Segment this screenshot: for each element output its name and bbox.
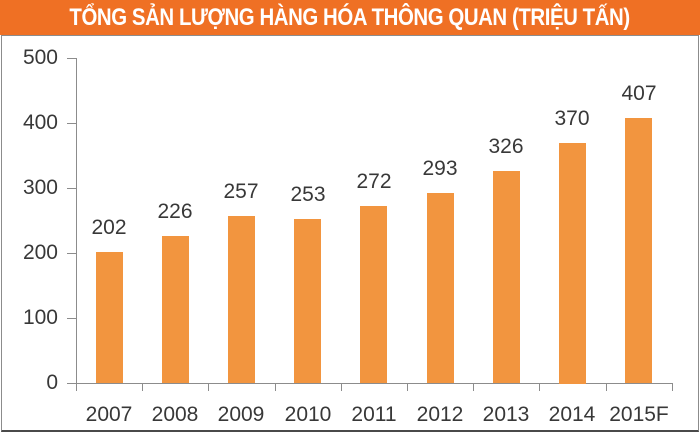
- y-axis-label: 200: [22, 241, 58, 264]
- x-tick: [208, 383, 209, 391]
- bar: [360, 206, 387, 383]
- x-axis-label: 2012: [416, 403, 464, 426]
- y-axis-label: 300: [22, 176, 58, 199]
- bar: [228, 216, 255, 383]
- y-tick: [67, 383, 76, 384]
- y-axis-label: 400: [22, 111, 58, 134]
- y-tick: [67, 188, 76, 189]
- x-tick: [407, 383, 408, 391]
- bar-value-label: 326: [488, 135, 524, 158]
- x-axis-label: 2009: [217, 403, 265, 426]
- chart-title-banner: TỔNG SẢN LƯỢNG HÀNG HÓA THÔNG QUAN (TRIỆ…: [0, 0, 700, 35]
- bar: [493, 171, 520, 383]
- x-tick: [275, 383, 276, 391]
- bar-value-label: 226: [157, 200, 193, 223]
- y-tick: [67, 58, 76, 59]
- x-tick: [672, 383, 673, 391]
- x-tick: [76, 383, 77, 391]
- x-axis-label: 2013: [482, 403, 530, 426]
- x-axis-label: 2010: [284, 403, 332, 426]
- bar-value-label: 407: [621, 82, 657, 105]
- x-axis-label: 2014: [548, 403, 596, 426]
- bar-value-label: 370: [554, 107, 590, 130]
- y-axis-label: 0: [46, 371, 58, 394]
- x-axis-label: 2007: [85, 403, 133, 426]
- bar: [96, 252, 123, 383]
- bar-value-label: 202: [91, 216, 127, 239]
- bar-value-label: 257: [223, 180, 259, 203]
- chart-title: TỔNG SẢN LƯỢNG HÀNG HÓA THÔNG QUAN (TRIỆ…: [69, 4, 631, 31]
- x-axis-label: 2008: [151, 403, 199, 426]
- bar: [559, 143, 586, 384]
- y-tick: [67, 318, 76, 319]
- y-axis-label: 100: [22, 306, 58, 329]
- x-axis-label: 2015F: [609, 403, 669, 426]
- y-axis-line: [76, 58, 77, 384]
- bar-value-label: 253: [290, 183, 326, 206]
- x-tick: [473, 383, 474, 391]
- y-tick: [67, 253, 76, 254]
- x-tick: [341, 383, 342, 391]
- bar: [625, 118, 652, 383]
- x-tick: [142, 383, 143, 391]
- x-axis-line: [76, 383, 673, 384]
- x-tick: [539, 383, 540, 391]
- bar-value-label: 293: [422, 157, 458, 180]
- bar-value-label: 272: [356, 170, 392, 193]
- bar: [162, 236, 189, 383]
- y-tick: [67, 123, 76, 124]
- y-axis-label: 500: [22, 46, 58, 69]
- bar: [427, 193, 454, 383]
- x-axis-label: 2011: [351, 403, 397, 426]
- bar: [294, 219, 321, 383]
- x-tick: [606, 383, 607, 391]
